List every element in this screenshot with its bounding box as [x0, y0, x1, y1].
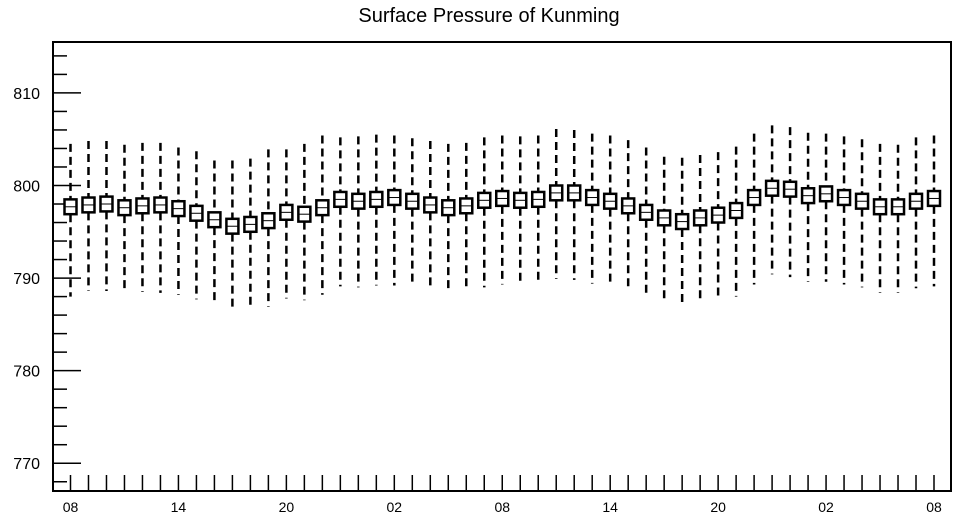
box-item	[459, 142, 474, 292]
box-item	[764, 125, 780, 275]
box-item	[423, 141, 438, 290]
box-item	[99, 141, 114, 292]
box-item	[656, 156, 672, 303]
box-item	[171, 147, 186, 295]
box-item	[530, 135, 546, 285]
x-tick-label: 08	[494, 499, 510, 515]
box-item	[387, 135, 402, 286]
y-tick-label: 800	[13, 178, 40, 195]
box-item	[297, 143, 312, 301]
box-item	[602, 135, 618, 287]
box-item	[674, 157, 690, 306]
y-axis: 770 780 790 800 810	[13, 55, 81, 483]
box-item	[315, 135, 330, 295]
y-tick-label: 810	[13, 86, 40, 103]
y-tick-label: 770	[13, 456, 40, 473]
box-item	[854, 139, 870, 288]
box-item	[477, 137, 492, 288]
box-item	[495, 135, 510, 285]
box-item	[584, 133, 600, 284]
box-item	[872, 143, 888, 293]
plot-frame	[52, 41, 952, 492]
box-item	[638, 147, 654, 296]
box-item	[818, 133, 834, 282]
box-item	[135, 142, 150, 292]
box-item	[81, 141, 96, 292]
box-item	[261, 149, 276, 307]
box-item	[782, 127, 798, 278]
box-item	[405, 138, 420, 287]
chart-title: Surface Pressure of Kunming	[358, 5, 619, 27]
box-series	[63, 125, 942, 311]
box-item	[351, 136, 366, 288]
box-item	[566, 129, 582, 280]
x-tick-label: 08	[63, 499, 79, 515]
x-tick-label: 14	[171, 499, 187, 515]
box-item	[890, 144, 906, 293]
x-tick-label: 08	[926, 499, 942, 515]
box-item	[189, 151, 204, 300]
box-item	[548, 129, 564, 279]
box-item	[279, 149, 294, 299]
x-tick-label: 02	[818, 499, 834, 515]
box-item	[620, 140, 636, 291]
box-item	[225, 160, 240, 311]
box-item	[710, 152, 726, 301]
box-item	[369, 134, 384, 286]
box-item	[728, 146, 744, 297]
box-item	[333, 137, 348, 287]
box-item	[153, 142, 168, 293]
box-item	[908, 137, 924, 289]
box-item	[512, 136, 528, 286]
box-item	[243, 158, 258, 309]
y-tick-label: 780	[13, 364, 40, 381]
box-item	[441, 143, 456, 293]
y-tick-label: 790	[13, 271, 40, 288]
x-tick-label: 02	[387, 499, 403, 515]
box-item	[836, 136, 852, 285]
x-tick-label: 20	[710, 499, 726, 515]
box-item	[207, 160, 222, 304]
box-item	[800, 132, 816, 282]
x-tick-label: 20	[279, 499, 295, 515]
x-tick-label: 14	[602, 499, 618, 515]
box-item	[63, 143, 78, 297]
x-axis: 08 14 20 02 08 14 20 02 08	[63, 475, 942, 515]
box-item	[926, 135, 942, 287]
box-item	[117, 144, 132, 293]
box-item	[692, 154, 708, 303]
box-item	[746, 133, 762, 285]
